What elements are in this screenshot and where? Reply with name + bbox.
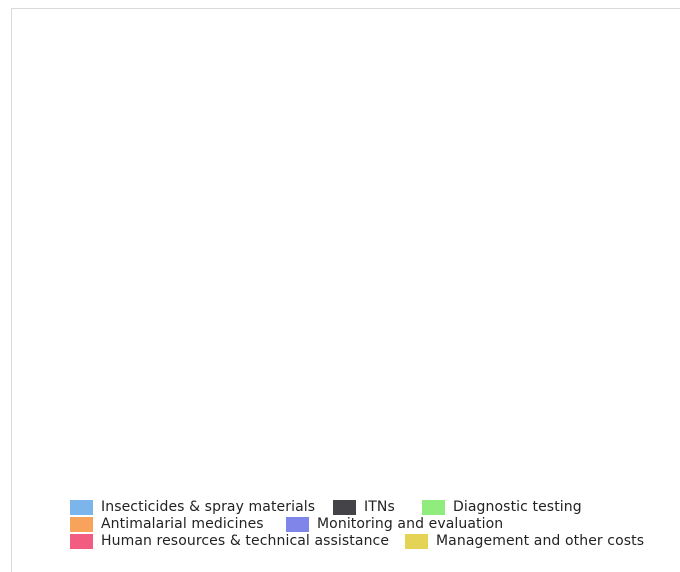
legend-swatch — [405, 534, 428, 549]
legend-label: Human resources & technical assistance — [101, 533, 390, 549]
legend-swatch — [70, 500, 93, 515]
legend-label: Monitoring and evaluation — [317, 516, 504, 532]
legend-item-management-other-costs[interactable]: Management and other costs — [405, 533, 644, 550]
legend-label: Diagnostic testing — [453, 499, 582, 515]
legend-label: Insecticides & spray materials — [101, 499, 316, 515]
legend-item-human-resources[interactable]: Human resources & technical assistance — [70, 533, 389, 550]
legend-label: Antimalarial medicines — [101, 516, 264, 532]
legend-swatch — [286, 517, 309, 532]
legend-swatch — [70, 517, 93, 532]
legend-label: Management and other costs — [436, 533, 645, 549]
legend-item-antimalarial-medicines[interactable]: Antimalarial medicines — [70, 516, 264, 533]
legend-item-insecticides[interactable]: Insecticides & spray materials — [70, 499, 315, 516]
legend-swatch — [70, 534, 93, 549]
plot-area — [12, 9, 680, 489]
legend-item-monitoring-evaluation[interactable]: Monitoring and evaluation — [286, 516, 503, 533]
chart-container: Insecticides & spray materials ITNs Diag… — [11, 8, 680, 572]
legend-item-itns[interactable]: ITNs — [333, 499, 395, 516]
legend-item-diagnostic-testing[interactable]: Diagnostic testing — [422, 499, 582, 516]
legend-swatch — [333, 500, 356, 515]
legend-swatch — [422, 500, 445, 515]
legend-label: ITNs — [364, 499, 395, 515]
